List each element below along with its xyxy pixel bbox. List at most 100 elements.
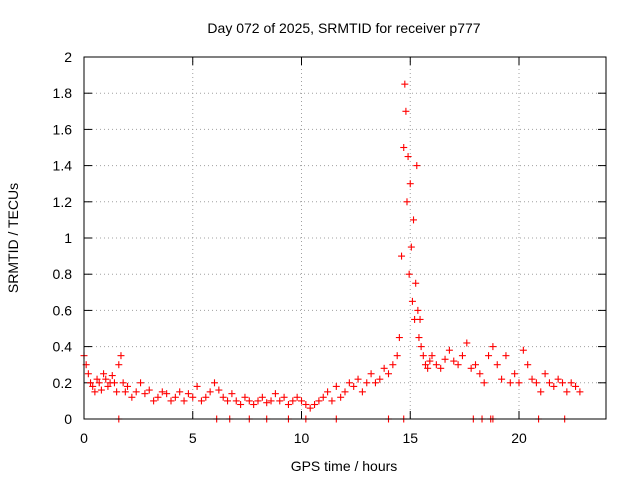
- data-point: [441, 355, 449, 363]
- data-point: [158, 388, 166, 396]
- data-point: [406, 180, 414, 188]
- data-point: [506, 379, 514, 387]
- data-point: [84, 370, 92, 378]
- data-point: [467, 364, 475, 372]
- data-point: [437, 364, 445, 372]
- y-tick-label: 1: [64, 230, 72, 246]
- data-point: [132, 388, 140, 396]
- data-point: [415, 334, 423, 342]
- data-point: [119, 379, 127, 387]
- data-point: [524, 361, 532, 369]
- data-point: [541, 370, 549, 378]
- data-point: [267, 397, 275, 405]
- data-point: [400, 144, 408, 151]
- data-point: [416, 315, 424, 323]
- data-point: [263, 399, 271, 407]
- data-point: [454, 361, 462, 369]
- data-point: [445, 346, 453, 354]
- data-point: [528, 375, 536, 383]
- data-point: [121, 388, 129, 396]
- data-point: [572, 382, 580, 390]
- tick-labels: 00.20.40.60.811.21.41.61.820 5 10 15 20: [53, 49, 527, 446]
- data-point: [354, 375, 362, 383]
- data-point: [128, 393, 136, 401]
- data-point: [545, 379, 553, 387]
- data-point: [250, 401, 258, 409]
- data-point: [428, 352, 436, 360]
- data-point: [113, 388, 121, 396]
- x-tick-label: 10: [294, 430, 310, 446]
- data-point: [341, 388, 349, 396]
- y-tick-label: 1.6: [53, 121, 73, 137]
- data-point: [302, 401, 310, 409]
- data-point: [419, 352, 427, 360]
- data-point: [193, 382, 201, 390]
- data-point: [403, 198, 411, 206]
- data-point: [511, 370, 519, 378]
- data-point: [176, 388, 184, 396]
- data-point: [472, 361, 479, 369]
- plot-frame: [83, 56, 607, 420]
- data-point: [410, 216, 418, 224]
- data-point: [180, 397, 188, 405]
- data-point: [276, 397, 284, 405]
- data-point: [332, 382, 340, 390]
- x-tick-label: 0: [80, 430, 88, 446]
- data-point: [489, 343, 497, 351]
- data-point: [232, 397, 240, 405]
- data-point: [401, 80, 409, 88]
- data-point: [137, 379, 145, 387]
- data-point: [189, 393, 197, 401]
- chart-title: Day 072 of 2025, SRMTID for receiver p77…: [207, 20, 480, 36]
- data-point: [417, 343, 425, 351]
- data-point: [371, 379, 379, 387]
- data-point: [215, 386, 223, 394]
- data-point: [532, 379, 540, 387]
- data-point: [258, 393, 266, 401]
- data-point: [171, 393, 179, 401]
- data-point: [315, 397, 323, 405]
- data-point: [150, 397, 158, 405]
- data-point: [298, 397, 305, 405]
- data-point: [519, 346, 527, 354]
- x-tick-label: 20: [511, 430, 527, 446]
- data-point: [141, 390, 149, 398]
- data-point: [576, 388, 584, 396]
- data-point: [563, 388, 571, 396]
- data-point: [537, 388, 545, 396]
- data-point: [367, 370, 375, 378]
- data-point: [485, 352, 493, 360]
- data-point: [412, 279, 420, 287]
- x-tick-label: 15: [402, 430, 418, 446]
- data-point: [502, 352, 510, 360]
- data-point: [224, 397, 232, 405]
- data-point: [358, 388, 366, 396]
- data-point: [421, 361, 429, 369]
- data-point: [458, 352, 466, 360]
- data-point: [498, 375, 506, 383]
- data-points: [80, 80, 584, 423]
- data-point: [376, 375, 384, 383]
- data-point: [228, 390, 236, 398]
- data-point: [284, 401, 292, 409]
- x-axis-label: GPS time / hours: [291, 458, 398, 474]
- data-point: [345, 379, 353, 387]
- data-point: [289, 397, 297, 405]
- data-point: [241, 393, 249, 401]
- y-tick-label: 0.4: [53, 339, 73, 355]
- data-point: [319, 393, 327, 401]
- data-point: [206, 388, 214, 396]
- data-point: [324, 388, 332, 396]
- data-point: [97, 386, 105, 394]
- data-point: [463, 339, 471, 347]
- data-point: [245, 397, 253, 405]
- data-point: [154, 393, 162, 401]
- data-point: [385, 370, 392, 378]
- y-tick-label: 0.2: [53, 375, 73, 391]
- data-point: [91, 388, 99, 396]
- data-point: [407, 243, 415, 251]
- data-point: [254, 397, 262, 405]
- data-point: [554, 375, 562, 383]
- data-point: [311, 401, 319, 409]
- data-point: [115, 361, 123, 369]
